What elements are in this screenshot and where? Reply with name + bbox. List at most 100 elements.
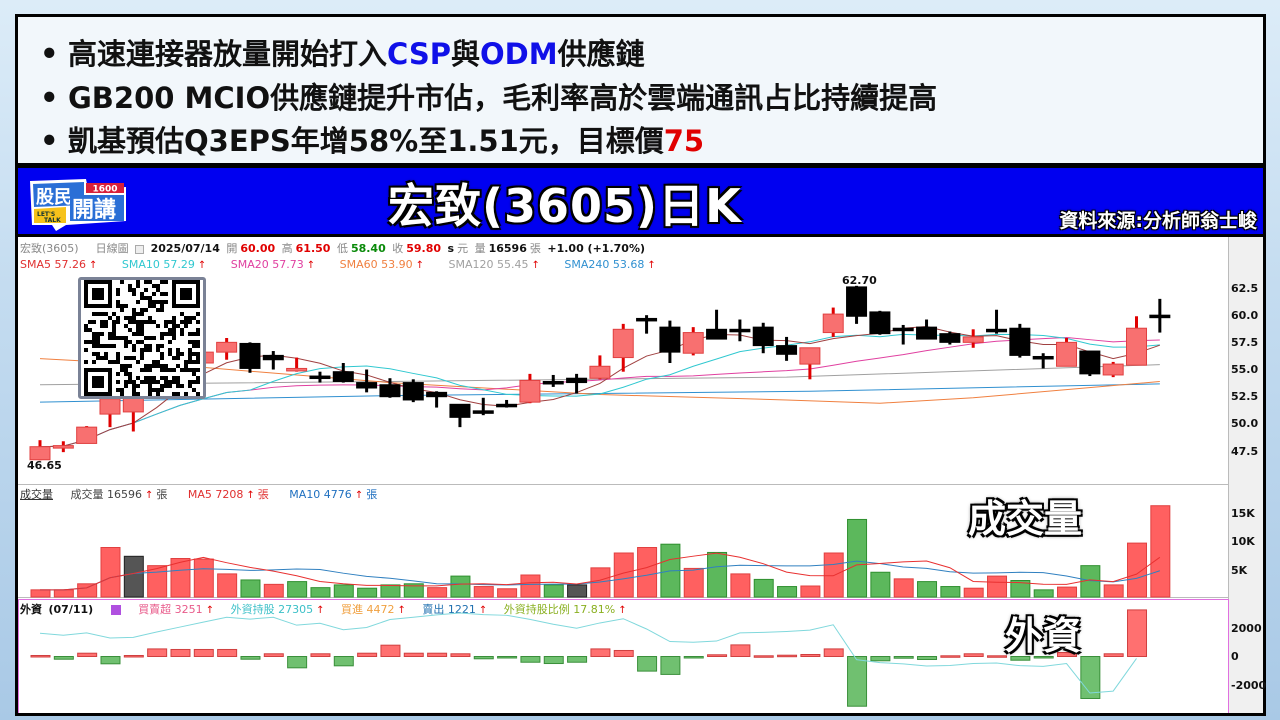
text: 高速連接器放量開始打入 — [68, 37, 388, 71]
volume-bar — [707, 551, 728, 598]
qr-module — [156, 300, 160, 304]
qr-module — [152, 300, 156, 304]
qr-module — [196, 340, 200, 344]
qr-module — [116, 356, 120, 360]
qr-module — [92, 344, 96, 348]
text: 供應鏈 — [557, 37, 645, 71]
qr-module — [180, 352, 184, 356]
qr-module — [116, 380, 120, 384]
sma10-line — [39, 333, 1160, 448]
qr-module — [144, 364, 148, 368]
qr-module — [112, 312, 116, 316]
qr-module — [196, 312, 200, 316]
qr-module — [132, 320, 136, 324]
qr-module — [92, 340, 96, 344]
qr-module — [104, 312, 108, 316]
qr-module — [176, 364, 180, 368]
list-icon[interactable] — [110, 605, 121, 615]
qr-module — [188, 340, 192, 344]
qr-module — [192, 316, 196, 320]
candle-body — [869, 311, 891, 335]
svg-text:TALK: TALK — [44, 217, 61, 224]
foreign-net-bar — [567, 656, 588, 663]
qr-module — [112, 332, 116, 336]
qr-module — [148, 368, 152, 372]
volume-bar — [637, 547, 658, 598]
candle-body — [939, 333, 961, 343]
sma120-line — [39, 364, 1160, 386]
volume-bar — [380, 584, 401, 598]
qr-module — [196, 344, 200, 348]
qr-module — [100, 312, 104, 316]
qr-module — [132, 388, 136, 392]
candle-body — [1009, 327, 1031, 356]
period-select[interactable]: 日線圖 — [95, 242, 129, 255]
qr-module — [128, 316, 132, 320]
candle-body — [1102, 363, 1124, 376]
qr-module — [148, 320, 152, 324]
data-source: 資料來源:分析師翁士峻 — [1059, 210, 1257, 232]
foreign-overlay-label: 外資 — [1005, 614, 1082, 658]
highlight-odm: ODM — [480, 37, 558, 71]
qr-module — [128, 284, 132, 288]
volume-tick: 10K — [1231, 535, 1255, 548]
qr-module — [148, 304, 152, 308]
qr-module — [148, 348, 152, 352]
qr-module — [104, 344, 108, 348]
qr-module — [168, 348, 172, 352]
qr-module — [124, 324, 128, 328]
qr-module — [124, 356, 128, 360]
qr-module — [192, 388, 196, 392]
volume-bar — [963, 587, 984, 598]
bullet-line-2: • GB200 MCIO供應鏈提升市佔，毛利率高於雲端通訊占比持續提高 — [40, 75, 937, 117]
qr-module — [184, 320, 188, 324]
qr-module — [144, 376, 148, 380]
volume-bar — [497, 588, 518, 598]
candle-body — [892, 327, 914, 332]
qr-module — [144, 320, 148, 324]
qr-module — [172, 392, 176, 396]
candle-body — [799, 347, 821, 365]
qr-module — [144, 348, 148, 352]
volume-bar — [1150, 505, 1171, 598]
foreign-net-bar — [147, 648, 168, 657]
qr-module — [160, 308, 164, 312]
qr-module — [172, 320, 176, 324]
sma60-legend: SMA60 53.90 ↑ — [339, 258, 424, 271]
volume-bar — [427, 587, 448, 598]
volume-bar — [123, 555, 144, 598]
qr-module — [188, 368, 192, 372]
volume-bar — [1010, 580, 1031, 598]
sma60-line — [39, 358, 1160, 404]
qr-module — [140, 308, 144, 312]
qr-module — [148, 316, 152, 320]
sma120-legend: SMA120 55.45 ↑ — [448, 258, 540, 271]
volume-bar — [217, 573, 238, 598]
qr-module — [132, 292, 136, 296]
qr-module — [168, 352, 172, 356]
qr-module — [156, 284, 160, 288]
qr-code[interactable] — [78, 277, 206, 399]
candle-body — [472, 410, 494, 414]
foreign-net-bar — [310, 653, 331, 657]
foreign-net: 買賣超 3251 ↑ — [138, 603, 215, 616]
svg-text:LET'S: LET'S — [37, 211, 55, 218]
qr-module — [140, 356, 144, 360]
qr-module — [152, 336, 156, 340]
qr-module — [160, 300, 164, 304]
volume-bar — [730, 573, 751, 598]
qr-module — [196, 360, 200, 364]
foreign-net-bar — [987, 655, 1008, 658]
qr-module — [172, 316, 176, 320]
qr-module — [104, 352, 108, 356]
qr-module — [104, 356, 108, 360]
qr-module — [124, 384, 128, 388]
qr-module — [160, 336, 164, 340]
qr-module — [160, 368, 164, 372]
checkbox[interactable] — [135, 244, 145, 254]
foreign-net-bar — [240, 656, 261, 660]
qr-module — [148, 344, 152, 348]
volume-bar — [77, 583, 98, 598]
